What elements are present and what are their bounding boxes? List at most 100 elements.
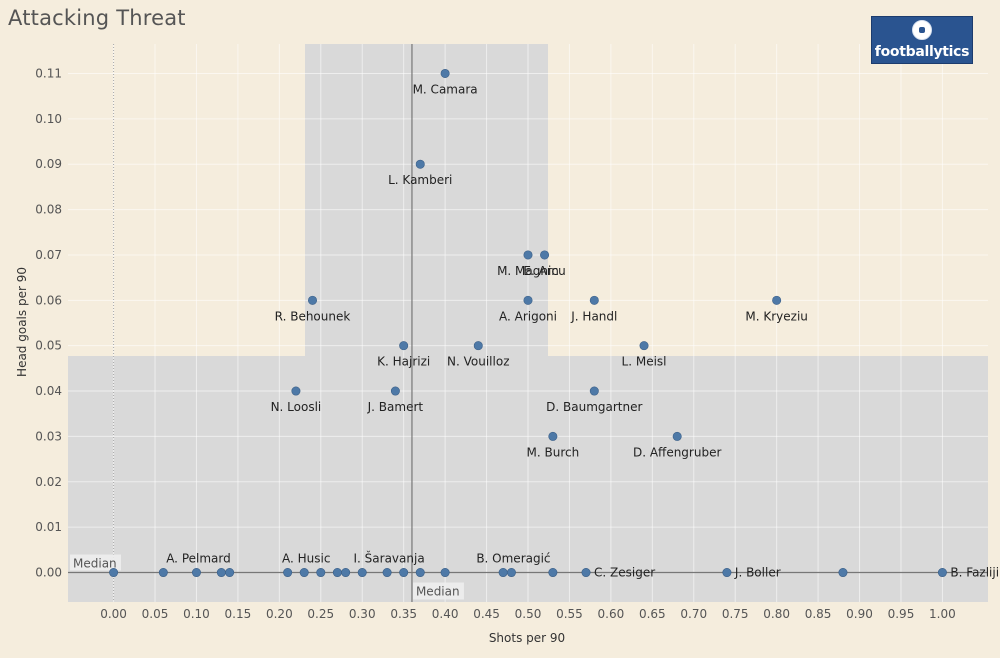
data-label: A. Pelmard xyxy=(166,552,231,566)
data-point xyxy=(382,568,392,578)
page-title: Attacking Threat xyxy=(8,6,186,30)
x-tick-label: 0.50 xyxy=(515,607,542,621)
data-points xyxy=(109,68,947,578)
y-tick-label: 0.06 xyxy=(35,293,62,307)
y-tick-label: 0.11 xyxy=(35,66,62,80)
x-tick-label: 0.70 xyxy=(680,607,707,621)
data-point xyxy=(357,568,367,578)
data-label: J. Bamert xyxy=(367,400,424,414)
data-label: L. Kamberi xyxy=(388,173,452,187)
data-label: N. Loosli xyxy=(271,400,322,414)
data-label: N. Vouilloz xyxy=(447,355,509,369)
data-label: B. Fazliji xyxy=(950,566,999,580)
x-tick-label: 0.75 xyxy=(722,607,749,621)
data-label: C. Zesiger xyxy=(594,566,655,580)
y-tick-label: 0.00 xyxy=(35,566,62,580)
x-axis-ticks: 0.00 0.05 0.10 0.15 0.20 0.25 0.30 0.35 0.40 0.45… xyxy=(100,607,956,621)
data-point xyxy=(548,431,558,441)
x-tick-label: 0.85 xyxy=(805,607,832,621)
x-tick-label: 0.65 xyxy=(639,607,666,621)
y-axis-ticks: 0.00 0.01 0.02 0.03 0.04 0.05 0.06 0.07 0.08 0.09… xyxy=(35,66,62,579)
y-tick-label: 0.09 xyxy=(35,157,62,171)
x-tick-label: 0.10 xyxy=(183,607,210,621)
data-point xyxy=(316,568,326,578)
median-label-bg xyxy=(412,582,464,600)
x-tick-label: 0.05 xyxy=(142,607,169,621)
y-tick-label: 0.08 xyxy=(35,203,62,217)
x-tick-label: 1.00 xyxy=(929,607,956,621)
data-point xyxy=(589,295,599,305)
x-tick-label: 0.95 xyxy=(888,607,915,621)
data-point xyxy=(390,386,400,396)
data-point xyxy=(722,568,732,578)
data-point xyxy=(523,295,533,305)
data-point xyxy=(191,568,201,578)
x-tick-label: 0.00 xyxy=(100,607,127,621)
data-point xyxy=(399,341,409,351)
x-tick-label: 0.25 xyxy=(307,607,334,621)
data-point xyxy=(283,568,293,578)
data-label: E. Arcu xyxy=(523,264,565,278)
data-point xyxy=(581,568,591,578)
x-tick-label: 0.60 xyxy=(598,607,625,621)
data-point xyxy=(498,568,508,578)
data-point xyxy=(158,568,168,578)
data-point xyxy=(506,568,516,578)
data-point xyxy=(332,568,342,578)
data-point xyxy=(291,386,301,396)
data-label: M. Burch xyxy=(527,445,580,459)
median-label-bg xyxy=(70,554,121,571)
y-tick-label: 0.01 xyxy=(35,520,62,534)
y-axis-title: Head goals per 90 xyxy=(15,267,29,377)
data-point xyxy=(415,159,425,169)
data-label: L. Meisl xyxy=(622,355,667,369)
footballytics-logo: footballytics xyxy=(871,16,973,64)
y-tick-label: 0.05 xyxy=(35,339,62,353)
x-tick-label: 0.40 xyxy=(432,607,459,621)
football-icon xyxy=(912,20,932,40)
logo-wordmark: footballytics xyxy=(874,44,970,60)
data-point xyxy=(308,295,318,305)
data-label: M. Kryeziu xyxy=(745,309,808,323)
data-label: J. Handl xyxy=(570,309,617,323)
y-tick-label: 0.03 xyxy=(35,429,62,443)
data-point xyxy=(341,568,351,578)
x-tick-label: 0.30 xyxy=(349,607,376,621)
data-point xyxy=(772,295,782,305)
x-median-label-box: Median xyxy=(412,582,464,600)
data-point xyxy=(399,568,409,578)
x-tick-label: 0.20 xyxy=(266,607,293,621)
data-label: D. Baumgartner xyxy=(546,400,642,414)
y-tick-label: 0.10 xyxy=(35,112,62,126)
data-label: M. Camara xyxy=(413,82,478,96)
y-tick-label: 0.04 xyxy=(35,384,62,398)
data-point xyxy=(440,68,450,78)
data-point xyxy=(523,250,533,260)
data-point xyxy=(216,568,226,578)
y-median-label-box: Median xyxy=(70,554,121,571)
data-point xyxy=(415,568,425,578)
y-median-label: Median xyxy=(73,557,117,571)
data-label: R. Behounek xyxy=(275,309,351,323)
x-tick-label: 0.15 xyxy=(225,607,252,621)
data-label: A. Arigoni xyxy=(499,309,557,323)
data-point xyxy=(109,568,119,578)
data-point xyxy=(548,568,558,578)
data-point xyxy=(838,568,848,578)
data-point xyxy=(589,386,599,396)
data-label: J. Boller xyxy=(734,566,781,580)
data-point xyxy=(672,431,682,441)
data-label: M. Magnin xyxy=(497,264,559,278)
data-point xyxy=(225,568,235,578)
data-point xyxy=(440,568,450,578)
gridlines xyxy=(68,44,988,602)
data-label: K. Hajrizi xyxy=(377,355,430,369)
data-point xyxy=(540,250,550,260)
axis-titles: Shots per 90 Head goals per 90 xyxy=(15,267,565,645)
data-label: D. Affengruber xyxy=(633,445,721,459)
data-point xyxy=(639,341,649,351)
x-median-label: Median xyxy=(416,585,460,599)
x-tick-label: 0.55 xyxy=(556,607,583,621)
